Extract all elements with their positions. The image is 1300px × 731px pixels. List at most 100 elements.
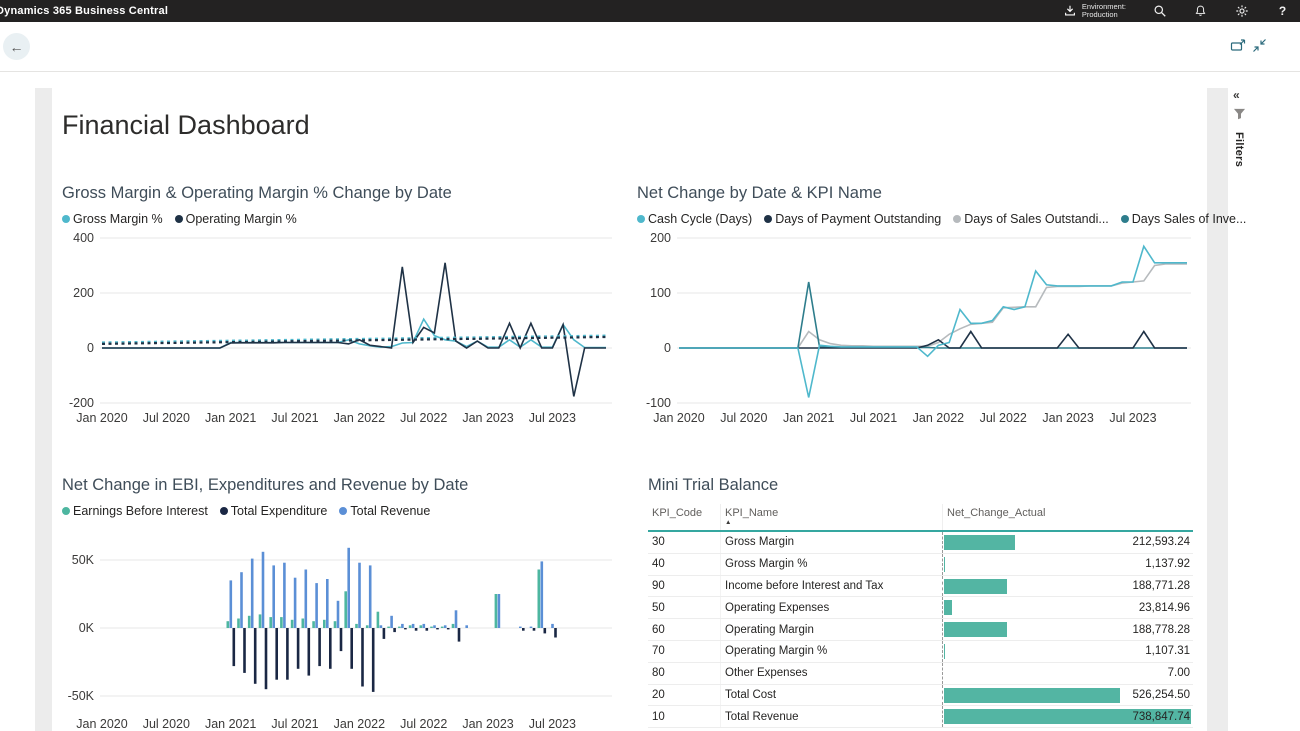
page-toolbar: ← [0, 22, 1300, 72]
svg-text:0: 0 [87, 341, 94, 355]
value-bar [944, 643, 945, 659]
bar [422, 623, 426, 628]
ebi-expenditure-revenue-chart[interactable]: Net Change in EBI, Expenditures and Reve… [62, 476, 614, 731]
bar [250, 558, 254, 628]
sort-ascending-icon: ▲ [725, 519, 732, 526]
legend-item[interactable]: Days of Sales Outstandi... [953, 212, 1109, 226]
kpi-name-cell: Gross Margin % [720, 553, 942, 575]
bar [532, 628, 536, 631]
chart-legend: Gross Margin % Operating Margin % [62, 212, 614, 226]
legend-label: Earnings Before Interest [73, 504, 208, 518]
back-button[interactable]: ← [3, 33, 30, 60]
net-change-kpi-chart[interactable]: Net Change by Date & KPI Name Cash Cycle… [637, 184, 1246, 430]
legend-item[interactable]: Total Revenue [339, 504, 430, 518]
value-bar [944, 578, 1008, 594]
svg-text:Jul 2023: Jul 2023 [1109, 411, 1156, 425]
bar [258, 614, 262, 628]
bar [226, 621, 230, 628]
kpi-name-cell: Total Cost [720, 684, 942, 706]
gross-operating-margin-chart[interactable]: Gross Margin & Operating Margin % Change… [62, 184, 614, 430]
chart-plot-area[interactable]: 400 200 0 -200 Jan 2020 Jul 2020 Jan 2021 Jul 2… [62, 230, 614, 430]
table-row[interactable]: 20 Total Cost 526,254.50 [648, 684, 1193, 707]
bar [229, 580, 233, 628]
table-row[interactable]: 70 Operating Margin % 1,107.31 [648, 640, 1193, 663]
filters-pane-label[interactable]: Filters [1233, 132, 1245, 168]
value-text: 188,778.28 [1132, 623, 1190, 636]
table-row[interactable]: 10 Total Revenue 738,847.74 [648, 706, 1193, 729]
ebi-bar-chart-svg[interactable]: 50K 0K -50K Jan 2020 Jul 2020 Jan 2021 Jul 202… [62, 522, 614, 731]
legend-item[interactable]: Days of Payment Outstanding [764, 212, 941, 226]
bar [318, 628, 321, 667]
bar [307, 628, 311, 676]
chart-legend: Earnings Before Interest Total Expenditur… [62, 504, 614, 518]
environment-button[interactable]: Environment: Production [1063, 3, 1126, 19]
svg-text:Jan 2022: Jan 2022 [334, 717, 385, 731]
bar [323, 619, 326, 628]
bar [247, 615, 251, 628]
legend-item[interactable]: Gross Margin % [62, 212, 163, 226]
bar [368, 565, 372, 628]
notifications-bell-icon[interactable] [1193, 4, 1208, 19]
table-row[interactable]: 30 Gross Margin 212,593.24 [648, 532, 1193, 554]
report-letterbox-right [1207, 88, 1228, 731]
bar [280, 617, 283, 628]
report-letterbox-left [35, 88, 52, 731]
kpi-code-cell: 10 [652, 710, 665, 723]
legend-item[interactable]: Days Sales of Inve... [1120, 212, 1246, 226]
bar [390, 615, 393, 628]
bar [433, 625, 436, 628]
column-header-net-change[interactable]: Net_Change_Actual [942, 504, 1193, 530]
table-row[interactable]: 50 Operating Expenses 23,814.96 [648, 597, 1193, 620]
value-bar [944, 687, 1120, 703]
collapse-view-icon[interactable] [1252, 38, 1268, 54]
bar [339, 628, 343, 652]
svg-text:400: 400 [73, 231, 94, 245]
kpi-code-cell: 70 [652, 645, 665, 658]
help-icon[interactable]: ? [1278, 4, 1287, 18]
bar [301, 618, 305, 628]
mini-trial-balance-body: 30 Gross Margin 212,593.24 40 Gross Margin %… [648, 532, 1193, 729]
bar [454, 610, 458, 628]
bar [554, 628, 557, 638]
chart-legend: Cash Cycle (Days) Days of Payment Outstan… [637, 212, 1246, 226]
chart-plot-area[interactable]: 50K 0K -50K Jan 2020 Jul 2020 Jan 2021 Jul 202… [62, 522, 614, 731]
chart-title: Net Change by Date & KPI Name [637, 184, 882, 202]
search-icon[interactable] [1152, 4, 1167, 19]
bar [293, 577, 297, 628]
bar [315, 583, 318, 628]
table-row[interactable]: 80 Other Expenses 7.00 [648, 662, 1193, 685]
expand-filters-chevron-icon[interactable]: « [1233, 88, 1240, 102]
legend-item[interactable]: Total Expenditure [219, 504, 328, 518]
bar [519, 626, 522, 628]
page-title: Financial Dashboard [62, 110, 310, 140]
filter-funnel-icon[interactable] [1233, 107, 1246, 125]
svg-text:-200: -200 [69, 396, 94, 410]
legend-item[interactable]: Cash Cycle (Days) [637, 212, 752, 226]
svg-text:Jul 2021: Jul 2021 [271, 411, 318, 425]
app-title: Dynamics 365 Business Central [0, 5, 169, 17]
environment-label: Environment: [1081, 2, 1126, 11]
legend-item[interactable]: Earnings Before Interest [62, 504, 208, 518]
column-header-kpi-name[interactable]: KPI_Name ▲ [720, 504, 942, 530]
series-line [679, 281, 1187, 349]
filters-pane-collapsed: « Filters [1233, 88, 1263, 168]
table-row[interactable]: 90 Income before Interest and Tax 188,771.… [648, 575, 1193, 598]
series-line [679, 263, 1187, 349]
mini-trial-balance-visual[interactable]: Mini Trial Balance KPI_Code KPI_Name ▲ N… [648, 476, 1193, 729]
svg-text:Jul 2022: Jul 2022 [980, 411, 1027, 425]
table-row[interactable]: 40 Gross Margin % 1,137.92 [648, 553, 1193, 576]
open-in-new-window-icon[interactable] [1230, 38, 1246, 54]
value-text: 188,771.28 [1132, 579, 1190, 592]
bar [243, 628, 246, 673]
column-header-kpi-code[interactable]: KPI_Code [652, 507, 703, 519]
legend-label: Total Expenditure [230, 504, 328, 518]
svg-text:Jan 2023: Jan 2023 [462, 411, 513, 425]
bar [253, 628, 257, 684]
legend-item[interactable]: Operating Margin % [174, 212, 297, 226]
settings-gear-icon[interactable] [1234, 4, 1249, 19]
svg-text:Jul 2022: Jul 2022 [400, 411, 447, 425]
chart-plot-area[interactable]: 200 100 0 -100 Jan 2020 Jul 2020 Jan 2021 Jul 2… [637, 230, 1193, 430]
table-row[interactable]: 60 Operating Margin 188,778.28 [648, 619, 1193, 641]
